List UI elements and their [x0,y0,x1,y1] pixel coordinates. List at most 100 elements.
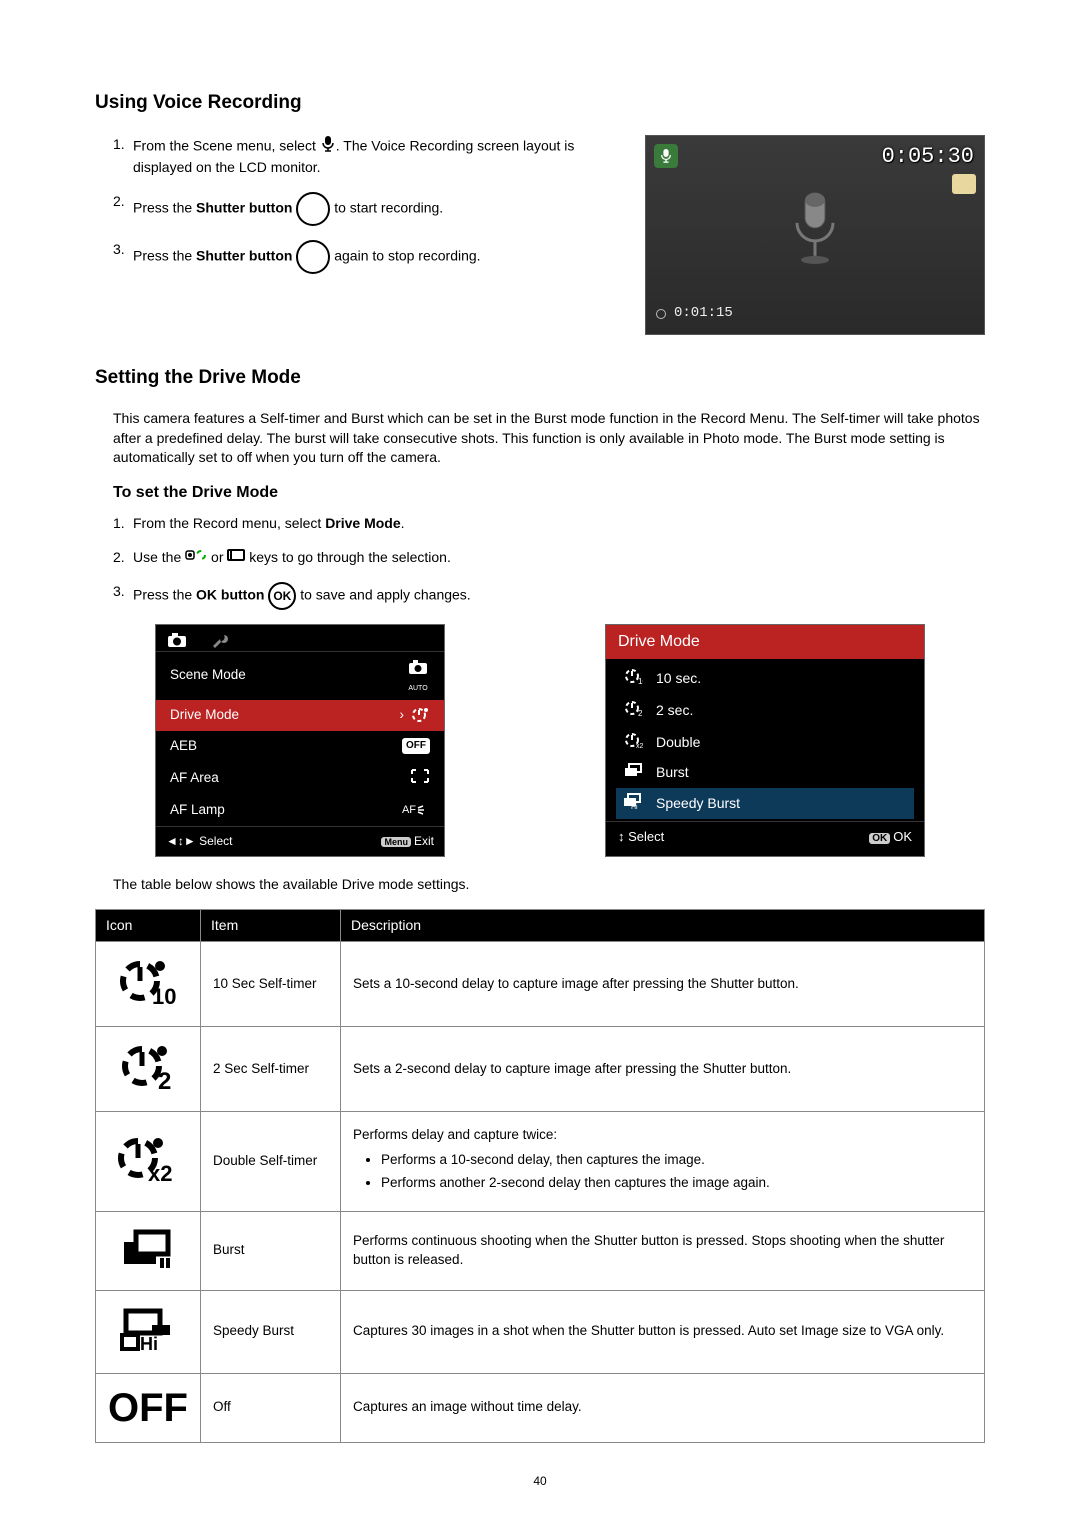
double-timer-icon: x2 [116,1133,180,1183]
desc-cell: Sets a 10-second delay to capture image … [341,942,985,1027]
item-cell: Burst [201,1211,341,1290]
menu-label: Drive Mode [170,706,239,725]
icon-cell: Hi [96,1290,201,1373]
record-menu-panel: Scene Mode AUTO Drive Mode › AEB OFF AF … [155,624,445,857]
menu-label: AEB [170,737,197,756]
step-body: From the Scene menu, select . The Voice … [133,135,615,178]
icon-cell: 10 [96,942,201,1027]
text: or [211,549,227,565]
menu-row-selected: Drive Mode › [156,700,444,731]
svg-text:Hi: Hi [140,1334,158,1353]
timer10-icon: 10 [622,667,644,691]
page-number: 40 [95,1473,985,1490]
menu-row: AF Lamp AF [156,795,444,826]
item-cell: Speedy Burst [201,1290,341,1373]
text: Press the [133,247,196,263]
text: From the Scene menu, select [133,137,320,153]
display-icon [227,548,245,568]
drive-heading: Setting the Drive Mode [95,365,985,392]
option-row: x2 Double [616,727,914,759]
icon-cell [96,1211,201,1290]
submenu-title: Drive Mode [606,625,924,659]
option-label: 10 sec. [656,669,701,689]
table-row: OFF Off Captures an image without time d… [96,1373,985,1442]
bold: Shutter button [196,247,292,263]
text: From the Record menu, select [133,515,325,531]
text: Press the [133,587,196,603]
desc-cell: Captures an image without time delay. [341,1373,985,1442]
step-num: 1. [113,514,133,534]
table-caption: The table below shows the available Driv… [113,875,985,895]
desc-cell: Captures 30 images in a shot when the Sh… [341,1290,985,1373]
option-row-selected: Hi Speedy Burst [616,788,914,820]
record-dot-icon [656,309,666,319]
voice-recording-section: Using Voice Recording 1. From the Scene … [95,90,985,335]
svg-text:10: 10 [638,677,643,685]
step-body: From the Record menu, select Drive Mode. [133,514,985,534]
submenu-footer: ↕ Select OKOK [606,821,924,852]
drive-subheading: To set the Drive Mode [113,482,985,504]
option-row: 2 2 sec. [616,695,914,727]
th-item: Item [201,909,341,942]
double-timer-icon: x2 [622,731,644,755]
th-desc: Description [341,909,985,942]
mic-large-icon [785,188,845,274]
auto-text: AUTO [406,684,430,694]
item-cell: 10 Sec Self-timer [201,942,341,1027]
icon-cell: 2 [96,1027,201,1112]
wrench-tab-icon [210,631,234,651]
drive-mode-table: Icon Item Description 10 10 Sec Self-tim… [95,909,985,1443]
item-cell: 2 Sec Self-timer [201,1027,341,1112]
camera-tab-icon [166,631,190,651]
burst-icon [118,1226,178,1270]
table-row: 2 2 Sec Self-timer Sets a 2-second delay… [96,1027,985,1112]
speedy-burst-icon: Hi [116,1305,180,1353]
table-row: Hi Speedy Burst Captures 30 images in a … [96,1290,985,1373]
menu-row: Scene Mode AUTO [156,652,444,700]
storage-icon [952,174,976,194]
timer2-icon: 2 [118,1041,178,1091]
text: to start recording. [334,199,443,215]
text: keys to go through the selection. [249,549,451,565]
rec-time: 0:01:15 [674,304,733,324]
menu-label: AF Area [170,769,219,788]
auto-icon: AUTO [406,658,430,694]
svg-text:2: 2 [158,1068,171,1091]
text: to save and apply changes. [300,587,470,603]
drive-mode-submenu: Drive Mode 10 10 sec. 2 2 sec. x2 Double… [605,624,925,857]
shutter-button-icon [296,192,330,226]
bullet: Performs another 2-second delay then cap… [381,1174,972,1193]
option-row: Burst [616,758,914,788]
step-body: Press the Shutter button again to stop r… [133,240,615,274]
svg-text:x2: x2 [148,1161,172,1183]
option-row: 10 10 sec. [616,663,914,695]
th-icon: Icon [96,909,201,942]
mic-badge-icon [654,144,678,168]
desc-cell: Performs delay and capture twice: Perfor… [341,1112,985,1212]
text: Use the [133,549,185,565]
step-num: 3. [113,240,133,274]
rec-status: 0:01:15 [656,304,733,324]
af-lamp-icon: AF [402,803,430,818]
item-cell: Double Self-timer [201,1112,341,1212]
speedy-burst-icon: Hi [622,792,644,816]
bold: Shutter button [196,199,292,215]
burst-icon [622,762,644,784]
text: . [401,515,405,531]
menu-row: AEB OFF [156,731,444,762]
text: Press the [133,199,196,215]
svg-text:x2: x2 [636,743,643,749]
step-num: 2. [113,192,133,226]
bold: Drive Mode [325,515,400,531]
option-label: Double [656,733,700,753]
voice-lcd-preview: 0:05:30 0:01:15 [645,135,985,335]
ok-button-icon: OK [268,582,296,610]
desc-cell: Sets a 2-second delay to capture image a… [341,1027,985,1112]
drive-mode-section: Setting the Drive Mode This camera featu… [95,365,985,1443]
timer2-icon: 2 [622,699,644,723]
step-num: 2. [113,548,133,568]
menu-label: Scene Mode [170,666,246,685]
desc-cell: Performs continuous shooting when the Sh… [341,1211,985,1290]
text: Performs delay and capture twice: [353,1127,557,1142]
step-body: Press the Shutter button to start record… [133,192,615,226]
